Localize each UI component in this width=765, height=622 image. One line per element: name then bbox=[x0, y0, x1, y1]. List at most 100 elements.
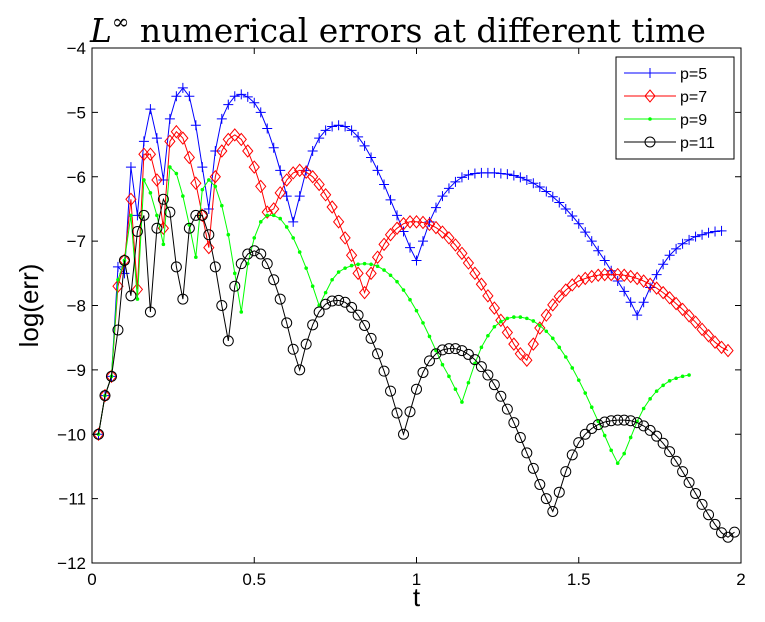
data-point bbox=[674, 376, 678, 381]
data-point bbox=[274, 186, 286, 200]
data-point bbox=[644, 136, 656, 148]
data-point bbox=[563, 355, 568, 359]
data-point bbox=[589, 405, 594, 410]
data-point bbox=[333, 294, 345, 306]
data-point bbox=[644, 89, 656, 103]
data-point bbox=[525, 316, 529, 321]
data-point bbox=[579, 271, 591, 286]
data-point bbox=[573, 274, 585, 288]
data-point bbox=[687, 373, 691, 377]
data-point bbox=[129, 213, 133, 218]
data-point bbox=[300, 338, 312, 350]
data-point bbox=[291, 236, 295, 240]
data-point bbox=[449, 343, 461, 355]
data-point bbox=[460, 400, 464, 404]
data-point bbox=[391, 407, 403, 419]
data-point bbox=[579, 428, 591, 440]
data-point bbox=[323, 290, 328, 295]
data-point bbox=[625, 415, 637, 427]
y-tick-label: −9 bbox=[67, 361, 86, 380]
data-point bbox=[528, 178, 539, 189]
data-point bbox=[449, 238, 462, 252]
data-point bbox=[553, 486, 565, 498]
data-point bbox=[605, 415, 617, 427]
data-point bbox=[499, 319, 503, 324]
data-point bbox=[495, 390, 507, 402]
data-point bbox=[670, 296, 682, 311]
data-point bbox=[417, 236, 428, 247]
data-point bbox=[521, 447, 533, 459]
data-point bbox=[385, 385, 397, 397]
data-point bbox=[288, 216, 299, 227]
y-tick-label: −10 bbox=[57, 425, 86, 444]
data-point bbox=[395, 279, 399, 284]
data-point bbox=[274, 293, 286, 305]
data-point bbox=[612, 414, 624, 426]
data-point bbox=[599, 255, 610, 266]
data-point bbox=[423, 217, 436, 232]
data-point bbox=[430, 220, 442, 235]
data-point bbox=[482, 369, 494, 381]
data-point bbox=[385, 194, 396, 205]
data-point bbox=[696, 498, 708, 510]
data-point bbox=[255, 248, 267, 260]
data-point bbox=[417, 215, 429, 230]
data-point bbox=[284, 225, 289, 229]
legend: p=5 p=7 p=9 p=11 bbox=[615, 56, 735, 160]
data-point bbox=[148, 191, 153, 195]
data-point bbox=[194, 255, 198, 260]
chart-title-rest: numerical errors at different time bbox=[129, 11, 706, 50]
data-point bbox=[232, 271, 237, 276]
data-point bbox=[200, 187, 205, 192]
data-point bbox=[657, 285, 669, 300]
data-point bbox=[252, 236, 257, 240]
data-point bbox=[151, 133, 162, 144]
data-point bbox=[174, 171, 179, 176]
data-point bbox=[112, 261, 123, 272]
data-point bbox=[417, 366, 429, 378]
data-point bbox=[689, 315, 702, 330]
data-point bbox=[245, 261, 250, 266]
data-point bbox=[710, 226, 721, 237]
data-point bbox=[729, 526, 741, 538]
data-point bbox=[521, 353, 533, 368]
data-point bbox=[495, 313, 507, 328]
data-point bbox=[547, 298, 559, 312]
data-point bbox=[261, 205, 273, 219]
data-point bbox=[508, 170, 519, 181]
data-point bbox=[356, 262, 360, 267]
data-point bbox=[248, 245, 260, 257]
data-point bbox=[314, 133, 325, 144]
data-point bbox=[463, 169, 474, 180]
data-point bbox=[118, 254, 130, 266]
data-point bbox=[261, 258, 273, 270]
data-point bbox=[411, 383, 422, 395]
data-point bbox=[456, 345, 468, 357]
data-point bbox=[190, 176, 202, 190]
series-line bbox=[98, 197, 735, 538]
data-point bbox=[326, 200, 338, 214]
data-point bbox=[703, 227, 714, 238]
data-point bbox=[336, 270, 341, 274]
data-point bbox=[550, 336, 555, 341]
data-point bbox=[697, 229, 708, 240]
data-point bbox=[275, 165, 286, 176]
legend-label: p=9 bbox=[680, 112, 707, 129]
data-point bbox=[505, 316, 510, 321]
data-point bbox=[157, 221, 170, 236]
data-point bbox=[703, 509, 715, 521]
data-point bbox=[242, 91, 253, 102]
legend-box bbox=[615, 56, 735, 160]
data-point bbox=[366, 152, 377, 163]
data-point bbox=[540, 308, 552, 322]
data-point bbox=[488, 379, 500, 391]
data-point bbox=[242, 144, 254, 158]
data-point bbox=[411, 255, 422, 266]
data-point bbox=[190, 120, 201, 131]
data-point bbox=[596, 419, 601, 424]
data-point bbox=[437, 191, 448, 202]
data-point bbox=[690, 231, 701, 242]
data-point bbox=[144, 306, 156, 318]
data-point bbox=[502, 169, 513, 180]
